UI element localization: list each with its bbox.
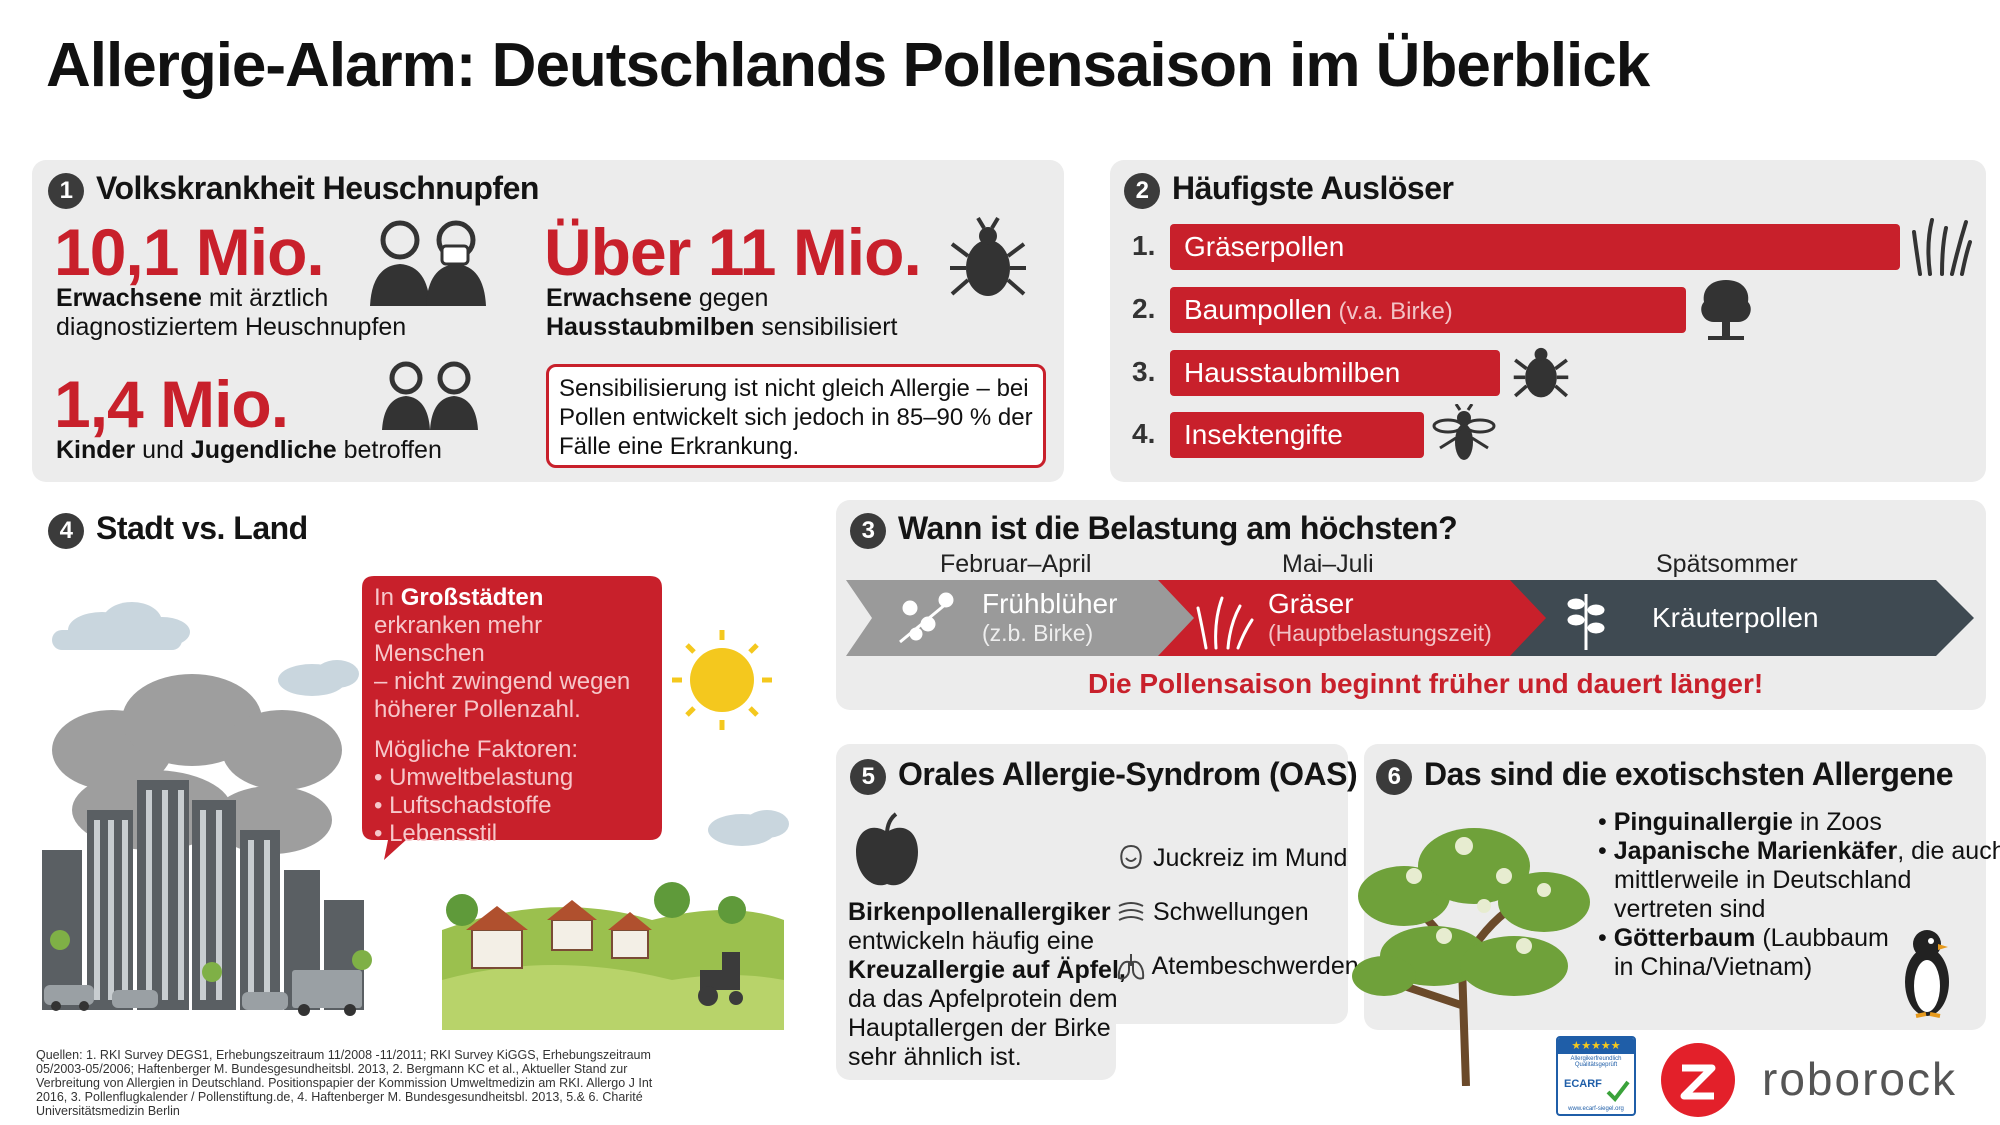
swelling-icon: [1118, 902, 1144, 922]
grass-icon: [1196, 596, 1254, 650]
section-number: 4: [48, 512, 84, 549]
mite-icon: [950, 216, 1026, 296]
season-note: Die Pollensaison beginnt früher und daue…: [1088, 668, 1764, 699]
panel-1-heading: 1 Volkskrankheit Heuschnupfen: [48, 170, 539, 209]
bar-hausstaubmilben: Hausstaubmilben: [1170, 350, 1500, 396]
section-title: Das sind die exotischsten Allergene: [1424, 756, 1954, 792]
exotic-item-ladybug: • Japanische Marienkäfer, die auch: [1598, 837, 2000, 865]
sources: Quellen: 1. RKI Survey DEGS1, Erhebungsz…: [36, 1048, 653, 1118]
exotic-item-penguin: • Pinguinallergie in Zoos: [1598, 808, 1882, 836]
section-title: Wann ist die Belastung am höchsten?: [898, 510, 1458, 546]
panel-2-heading: 2 Häufigste Auslöser: [1124, 170, 1454, 209]
lungs-icon: [1117, 954, 1145, 980]
period-feb-apr: Februar–April: [940, 550, 1092, 578]
sensitization-note: Sensibilisierung ist nicht gleich Allerg…: [546, 364, 1046, 468]
period-spaetsommer: Spätsommer: [1656, 550, 1798, 578]
panel-4-heading: 4 Stadt vs. Land: [48, 510, 308, 549]
panel-oas-tab: [836, 1000, 1116, 1080]
tractor-icon: [698, 952, 743, 1006]
stat-adults-value: 10,1 Mio.: [54, 215, 325, 289]
symptom-juckreiz: Juckreiz im Mund: [1116, 844, 1347, 874]
stage-fruehblueher: Frühblüher (z.b. Birke): [982, 588, 1118, 646]
exotic-item-goetterbaum-cont: in China/Vietnam): [1614, 953, 1813, 981]
section-number: 2: [1124, 172, 1160, 209]
sun-icon: [672, 630, 772, 730]
wasp-icon: [1432, 404, 1496, 460]
section-number: 1: [48, 172, 84, 209]
stage-kraeuterpollen: Kräuterpollen: [1652, 602, 1819, 633]
ecarf-seal: ★★★★★ Allergikerfreundlich Qualitätsgepr…: [1556, 1036, 1636, 1116]
symptom-schwellungen: Schwellungen: [1116, 898, 1309, 928]
panel-oas: [836, 744, 1348, 1024]
page-title: Allergie-Alarm: Deutschlands Pollensaiso…: [46, 31, 1650, 100]
section-number: 3: [850, 512, 886, 549]
rank-3: 3.: [1132, 356, 1156, 387]
adults-icon: [370, 220, 486, 306]
rank-4: 4.: [1132, 418, 1156, 449]
stat-children-value: 1,4 Mio.: [54, 367, 289, 441]
bubble-shape: [362, 576, 662, 860]
apple-icon: [856, 812, 918, 886]
section-title: Häufigste Auslöser: [1172, 170, 1454, 206]
mouth-icon: [1120, 845, 1142, 870]
section-number: 5: [850, 758, 886, 795]
rank-2: 2.: [1132, 293, 1156, 324]
panel-5-heading: 5 Orales Allergie-Syndrom (OAS): [850, 756, 1358, 795]
oas-text: Birkenpollenallergiker entwickeln häufig…: [848, 898, 1126, 1071]
city-bubble-text: In Großstädten erkranken mehr Menschen –…: [374, 584, 631, 847]
checkmark-icon: [1606, 1080, 1630, 1102]
exotic-list: • Pinguinallergie in Zoos • Japanische M…: [1598, 808, 2000, 982]
panel-3-heading: 3 Wann ist die Belastung am höchsten?: [850, 510, 1458, 549]
section-title: Stadt vs. Land: [96, 510, 308, 546]
tree-icon: [1701, 280, 1751, 340]
herb-icon: [1567, 594, 1605, 650]
period-mai-juli: Mai–Juli: [1282, 550, 1374, 578]
section-title: Volkskrankheit Heuschnupfen: [96, 170, 539, 206]
season-timeline: [846, 580, 1974, 656]
exotic-item-goetterbaum: • Götterbaum (Laubbaum: [1598, 924, 1889, 952]
rank-1: 1.: [1132, 230, 1156, 261]
section-number: 6: [1376, 758, 1412, 795]
mite-icon: [1513, 347, 1569, 398]
ailanthus-tree-illustration: [1352, 828, 1590, 1086]
children-icon: [382, 361, 478, 430]
stat-children-desc: Kinder und Jugendliche betroffen: [56, 436, 442, 464]
brand-name: roborock: [1762, 1053, 1957, 1105]
bar-graeserpollen: Gräserpollen: [1170, 224, 1900, 270]
stat-adults-desc: Erwachsene mit ärztlich diagnostiziertem …: [56, 284, 407, 341]
city-vs-country-illustration: [42, 602, 789, 1030]
panel-6-heading: 6 Das sind die exotischsten Allergene: [1376, 756, 1954, 795]
symptom-atembeschwerden: Atembeschwerden: [1116, 952, 1359, 982]
branch-icon: [899, 592, 954, 644]
section-title: Orales Allergie-Syndrom (OAS): [898, 756, 1358, 792]
stage-graeser: Gräser (Hauptbelastungszeit): [1268, 588, 1492, 646]
exotic-item-ladybug-cont: mittlerweile in Deutschland: [1614, 866, 1912, 894]
stat-mites-desc: Erwachsene gegen Hausstaubmilben sensibil…: [546, 284, 898, 341]
bar-baumpollen: Baumpollen (v.a. Birke): [1170, 287, 1686, 333]
stat-mites-value: Über 11 Mio.: [544, 215, 922, 289]
roborock-logo-icon: [1661, 1043, 1735, 1117]
exotic-item-ladybug-cont: vertreten sind: [1614, 895, 1766, 923]
bar-insektengifte: Insektengifte: [1170, 412, 1424, 458]
grass-icon: [1912, 218, 1972, 276]
penguin-icon: [1905, 930, 1949, 1018]
